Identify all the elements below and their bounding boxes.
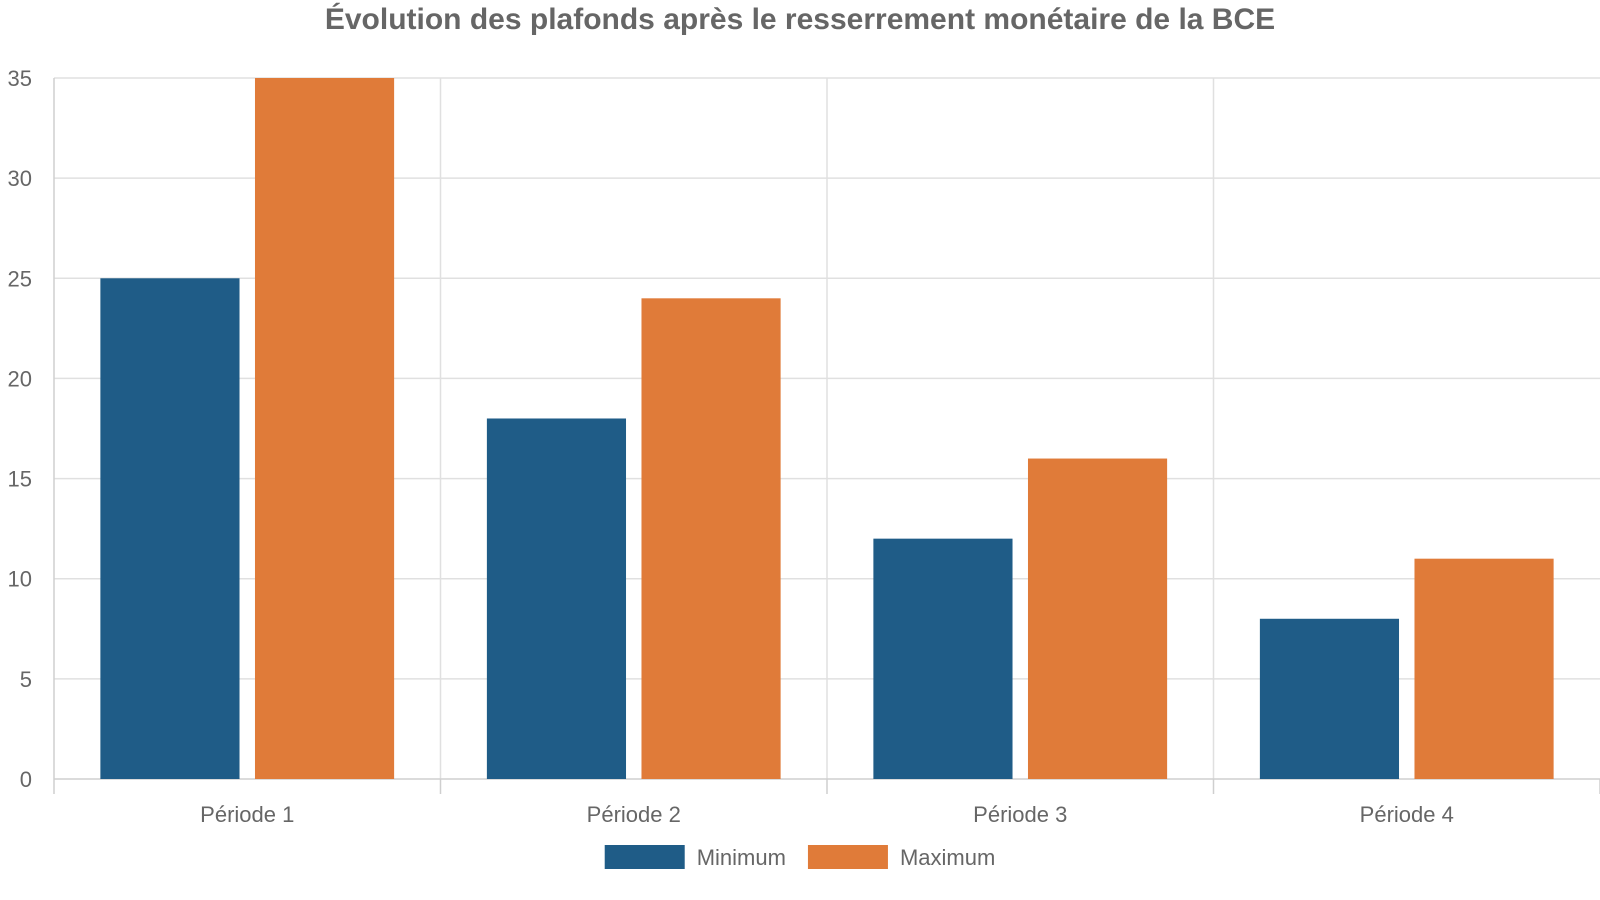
- bar-maximum-3: [1027, 458, 1168, 779]
- legend-swatch-maximum: [807, 845, 888, 869]
- legend-swatch-minimum: [604, 845, 685, 869]
- y-tick-label: 15: [8, 467, 32, 492]
- legend-label-minimum: Minimum: [697, 845, 786, 870]
- y-tick-label: 25: [8, 266, 32, 291]
- bar-maximum-1: [254, 78, 395, 779]
- bar-minimum-1: [100, 278, 240, 779]
- bars-layer: [100, 78, 1554, 779]
- chart-title: Évolution des plafonds après le resserre…: [325, 2, 1275, 36]
- x-tick-label: Période 3: [973, 802, 1067, 827]
- bar-maximum-2: [641, 298, 781, 779]
- bar-minimum-2: [486, 418, 627, 779]
- y-tick-label: 20: [8, 366, 32, 391]
- legend: Minimum Maximum: [604, 845, 995, 870]
- y-tick-label: 5: [20, 667, 32, 692]
- y-tick-label: 35: [8, 66, 32, 91]
- x-tick-label: Période 1: [200, 802, 294, 827]
- bar-maximum-4: [1414, 558, 1554, 779]
- x-tick-label: Période 4: [1360, 802, 1454, 827]
- bar-minimum-4: [1259, 618, 1400, 779]
- y-tick-label: 0: [20, 767, 32, 792]
- labels-layer: 0 5 10 15 20 25 30 35 Période 1 Période 2 Période …: [8, 66, 1454, 827]
- legend-label-maximum: Maximum: [900, 845, 995, 870]
- y-tick-label: 30: [8, 166, 32, 191]
- bar-minimum-3: [873, 538, 1013, 779]
- y-tick-label: 10: [8, 567, 32, 592]
- x-tick-label: Période 2: [587, 802, 681, 827]
